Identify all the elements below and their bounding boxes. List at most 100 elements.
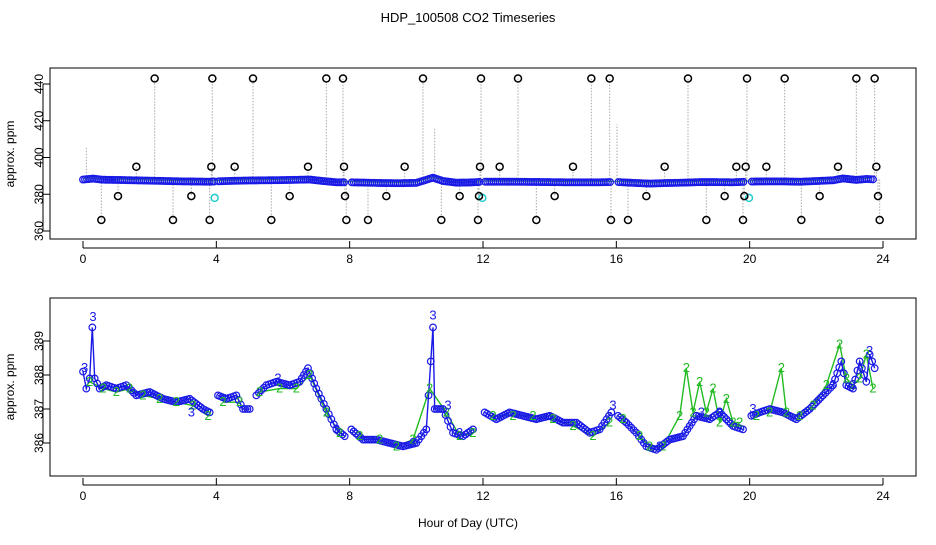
spike-point <box>513 74 523 83</box>
series-3-point <box>629 426 638 435</box>
series-3-point <box>308 374 317 383</box>
series-3-point <box>245 405 254 413</box>
series-2-label: 2 <box>219 394 226 409</box>
series-2-label: 2 <box>659 438 666 453</box>
series-2-label: 2 <box>236 394 243 409</box>
series-2-label: 2 <box>456 428 463 443</box>
spike-point <box>738 215 748 225</box>
spike-point <box>732 162 741 171</box>
top-panel: 0 4 8 12 16 20 24 360 380 400 420 440 approx. ppm <box>3 67 917 266</box>
series-3-line <box>82 327 211 414</box>
series-2-label: 2 <box>173 394 180 409</box>
spike-point <box>568 162 578 171</box>
series-3-point <box>663 437 672 446</box>
top-plot-marks <box>79 74 884 225</box>
series-2-label: 2 <box>778 360 785 375</box>
series-3-point <box>429 323 437 332</box>
series-3-line <box>255 366 346 437</box>
spike-point <box>207 162 216 171</box>
series-2-label: 2 <box>393 438 400 453</box>
series-3-point <box>715 408 724 417</box>
series-3-point <box>243 405 252 413</box>
series-3-label: 3 <box>456 425 463 440</box>
x-tick-label: 8 <box>346 252 353 266</box>
series-2-label: 2 <box>619 411 626 426</box>
series-3-point <box>627 423 636 432</box>
bottom-y-axis-label: approx. ppm <box>3 354 17 421</box>
spike-point <box>587 74 596 83</box>
series-2-label: 2 <box>589 428 596 443</box>
series-2-label: 2 <box>709 381 716 396</box>
spike-point <box>740 191 749 201</box>
bottom-x-axis-label: Hour of Day (UTC) <box>418 516 518 530</box>
spike-point <box>363 215 373 225</box>
series-3-point <box>434 405 443 413</box>
spike-point <box>205 215 214 225</box>
series-2-label: 2 <box>139 387 146 402</box>
x-tick-label: 24 <box>876 489 890 503</box>
y-tick-label: 380 <box>32 184 46 204</box>
series-3-point <box>583 427 592 436</box>
spike-point <box>339 162 349 171</box>
baseline-point <box>475 178 484 186</box>
series-2-label: 2 <box>783 404 790 419</box>
x-tick-label: 0 <box>80 489 87 503</box>
baseline-point <box>606 178 615 187</box>
series-2-label: 2 <box>753 408 760 423</box>
series-3-point <box>352 429 360 438</box>
spike-point <box>606 215 616 225</box>
x-tick-label: 16 <box>610 489 624 503</box>
series-2-label: 2 <box>676 408 683 423</box>
series-3-point <box>812 398 821 407</box>
spike-point <box>340 191 350 201</box>
series-3-point <box>88 323 97 332</box>
series-3-label: 3 <box>81 360 88 375</box>
series-2-label: 2 <box>849 377 856 392</box>
x-tick-label: 12 <box>476 252 490 266</box>
series-2-label: 2 <box>156 391 163 406</box>
series-2-label: 2 <box>843 370 850 385</box>
bottom-x-axis: 0 4 8 12 16 20 24 <box>80 478 890 503</box>
series-3-label: 3 <box>429 308 436 323</box>
spike-point <box>797 215 806 225</box>
series-2-label: 2 <box>646 438 653 453</box>
series-3-point <box>837 357 846 366</box>
series-2-label: 2 <box>836 336 843 351</box>
spike-point <box>875 215 884 225</box>
series-3-point <box>232 391 241 400</box>
spike-point <box>683 74 693 83</box>
series-3-point <box>570 418 579 427</box>
series-2-label: 2 <box>489 408 496 423</box>
spike-point <box>418 74 428 83</box>
series-3-label: 3 <box>188 404 195 419</box>
x-tick-label: 20 <box>743 489 757 503</box>
series-3-point <box>824 386 832 395</box>
series-2-label: 2 <box>869 381 876 396</box>
series-2-label: 2 <box>736 415 743 430</box>
spike-point <box>872 162 881 171</box>
series-3-point <box>306 369 314 378</box>
bottom-plot-frame <box>49 297 917 477</box>
spike-point <box>720 191 729 201</box>
spike-point <box>741 162 750 171</box>
x-tick-label: 12 <box>476 489 490 503</box>
baseline-point <box>869 175 877 184</box>
series-3-point <box>426 357 435 366</box>
series-3-point <box>821 388 830 397</box>
series-3-point <box>127 386 136 395</box>
series-3-point <box>724 417 733 426</box>
series-3-point <box>870 364 879 373</box>
series-3-label: 3 <box>444 398 451 413</box>
series-3-label: 3 <box>333 421 340 436</box>
spike-point <box>660 162 669 171</box>
series-2-label: 2 <box>723 391 730 406</box>
series-2-label: 2 <box>569 418 576 433</box>
series-3-point <box>205 408 214 417</box>
series-3-point <box>868 357 877 366</box>
series-2-label: 2 <box>469 425 476 440</box>
series-3-point <box>347 425 356 434</box>
series-2-label: 2 <box>696 374 703 389</box>
series-3-point <box>865 350 874 359</box>
spike-point <box>605 74 614 83</box>
